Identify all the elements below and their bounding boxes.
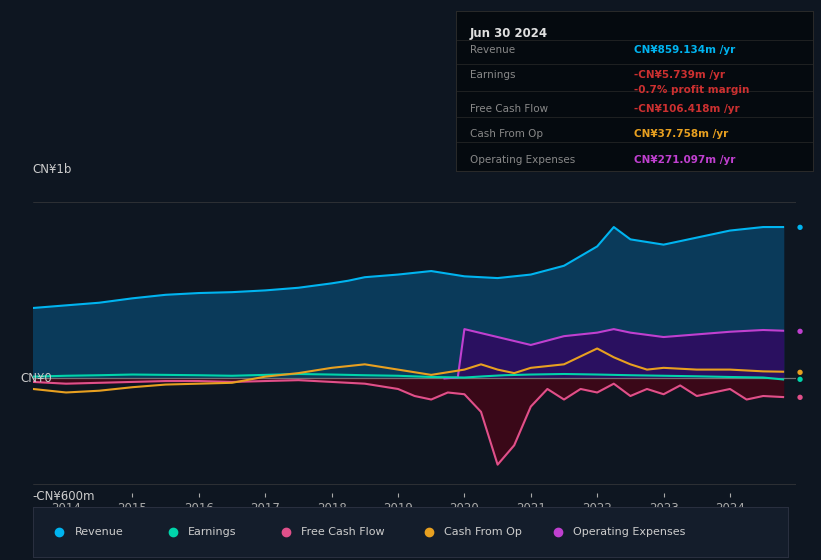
Text: Jun 30 2024: Jun 30 2024	[470, 27, 548, 40]
Text: Cash From Op: Cash From Op	[470, 129, 543, 139]
Text: Earnings: Earnings	[188, 527, 236, 537]
Text: Free Cash Flow: Free Cash Flow	[301, 527, 384, 537]
Text: CN¥0: CN¥0	[21, 372, 53, 385]
Text: Earnings: Earnings	[470, 70, 516, 80]
Text: Cash From Op: Cash From Op	[444, 527, 522, 537]
Text: CN¥271.097m /yr: CN¥271.097m /yr	[635, 155, 736, 165]
Text: ●: ●	[796, 394, 802, 400]
Text: ●: ●	[796, 328, 802, 334]
Text: CN¥1b: CN¥1b	[33, 164, 72, 176]
Text: Free Cash Flow: Free Cash Flow	[470, 104, 548, 114]
Text: -0.7% profit margin: -0.7% profit margin	[635, 85, 750, 95]
Text: Revenue: Revenue	[75, 527, 123, 537]
Text: ●: ●	[796, 376, 802, 382]
Text: Operating Expenses: Operating Expenses	[470, 155, 576, 165]
Text: Revenue: Revenue	[470, 45, 515, 55]
Text: ●: ●	[796, 224, 802, 230]
Text: CN¥859.134m /yr: CN¥859.134m /yr	[635, 45, 736, 55]
Text: -CN¥600m: -CN¥600m	[33, 490, 95, 503]
Text: CN¥37.758m /yr: CN¥37.758m /yr	[635, 129, 728, 139]
Text: -CN¥5.739m /yr: -CN¥5.739m /yr	[635, 70, 725, 80]
Text: ●: ●	[796, 368, 802, 375]
Text: Operating Expenses: Operating Expenses	[573, 527, 686, 537]
Text: -CN¥106.418m /yr: -CN¥106.418m /yr	[635, 104, 740, 114]
